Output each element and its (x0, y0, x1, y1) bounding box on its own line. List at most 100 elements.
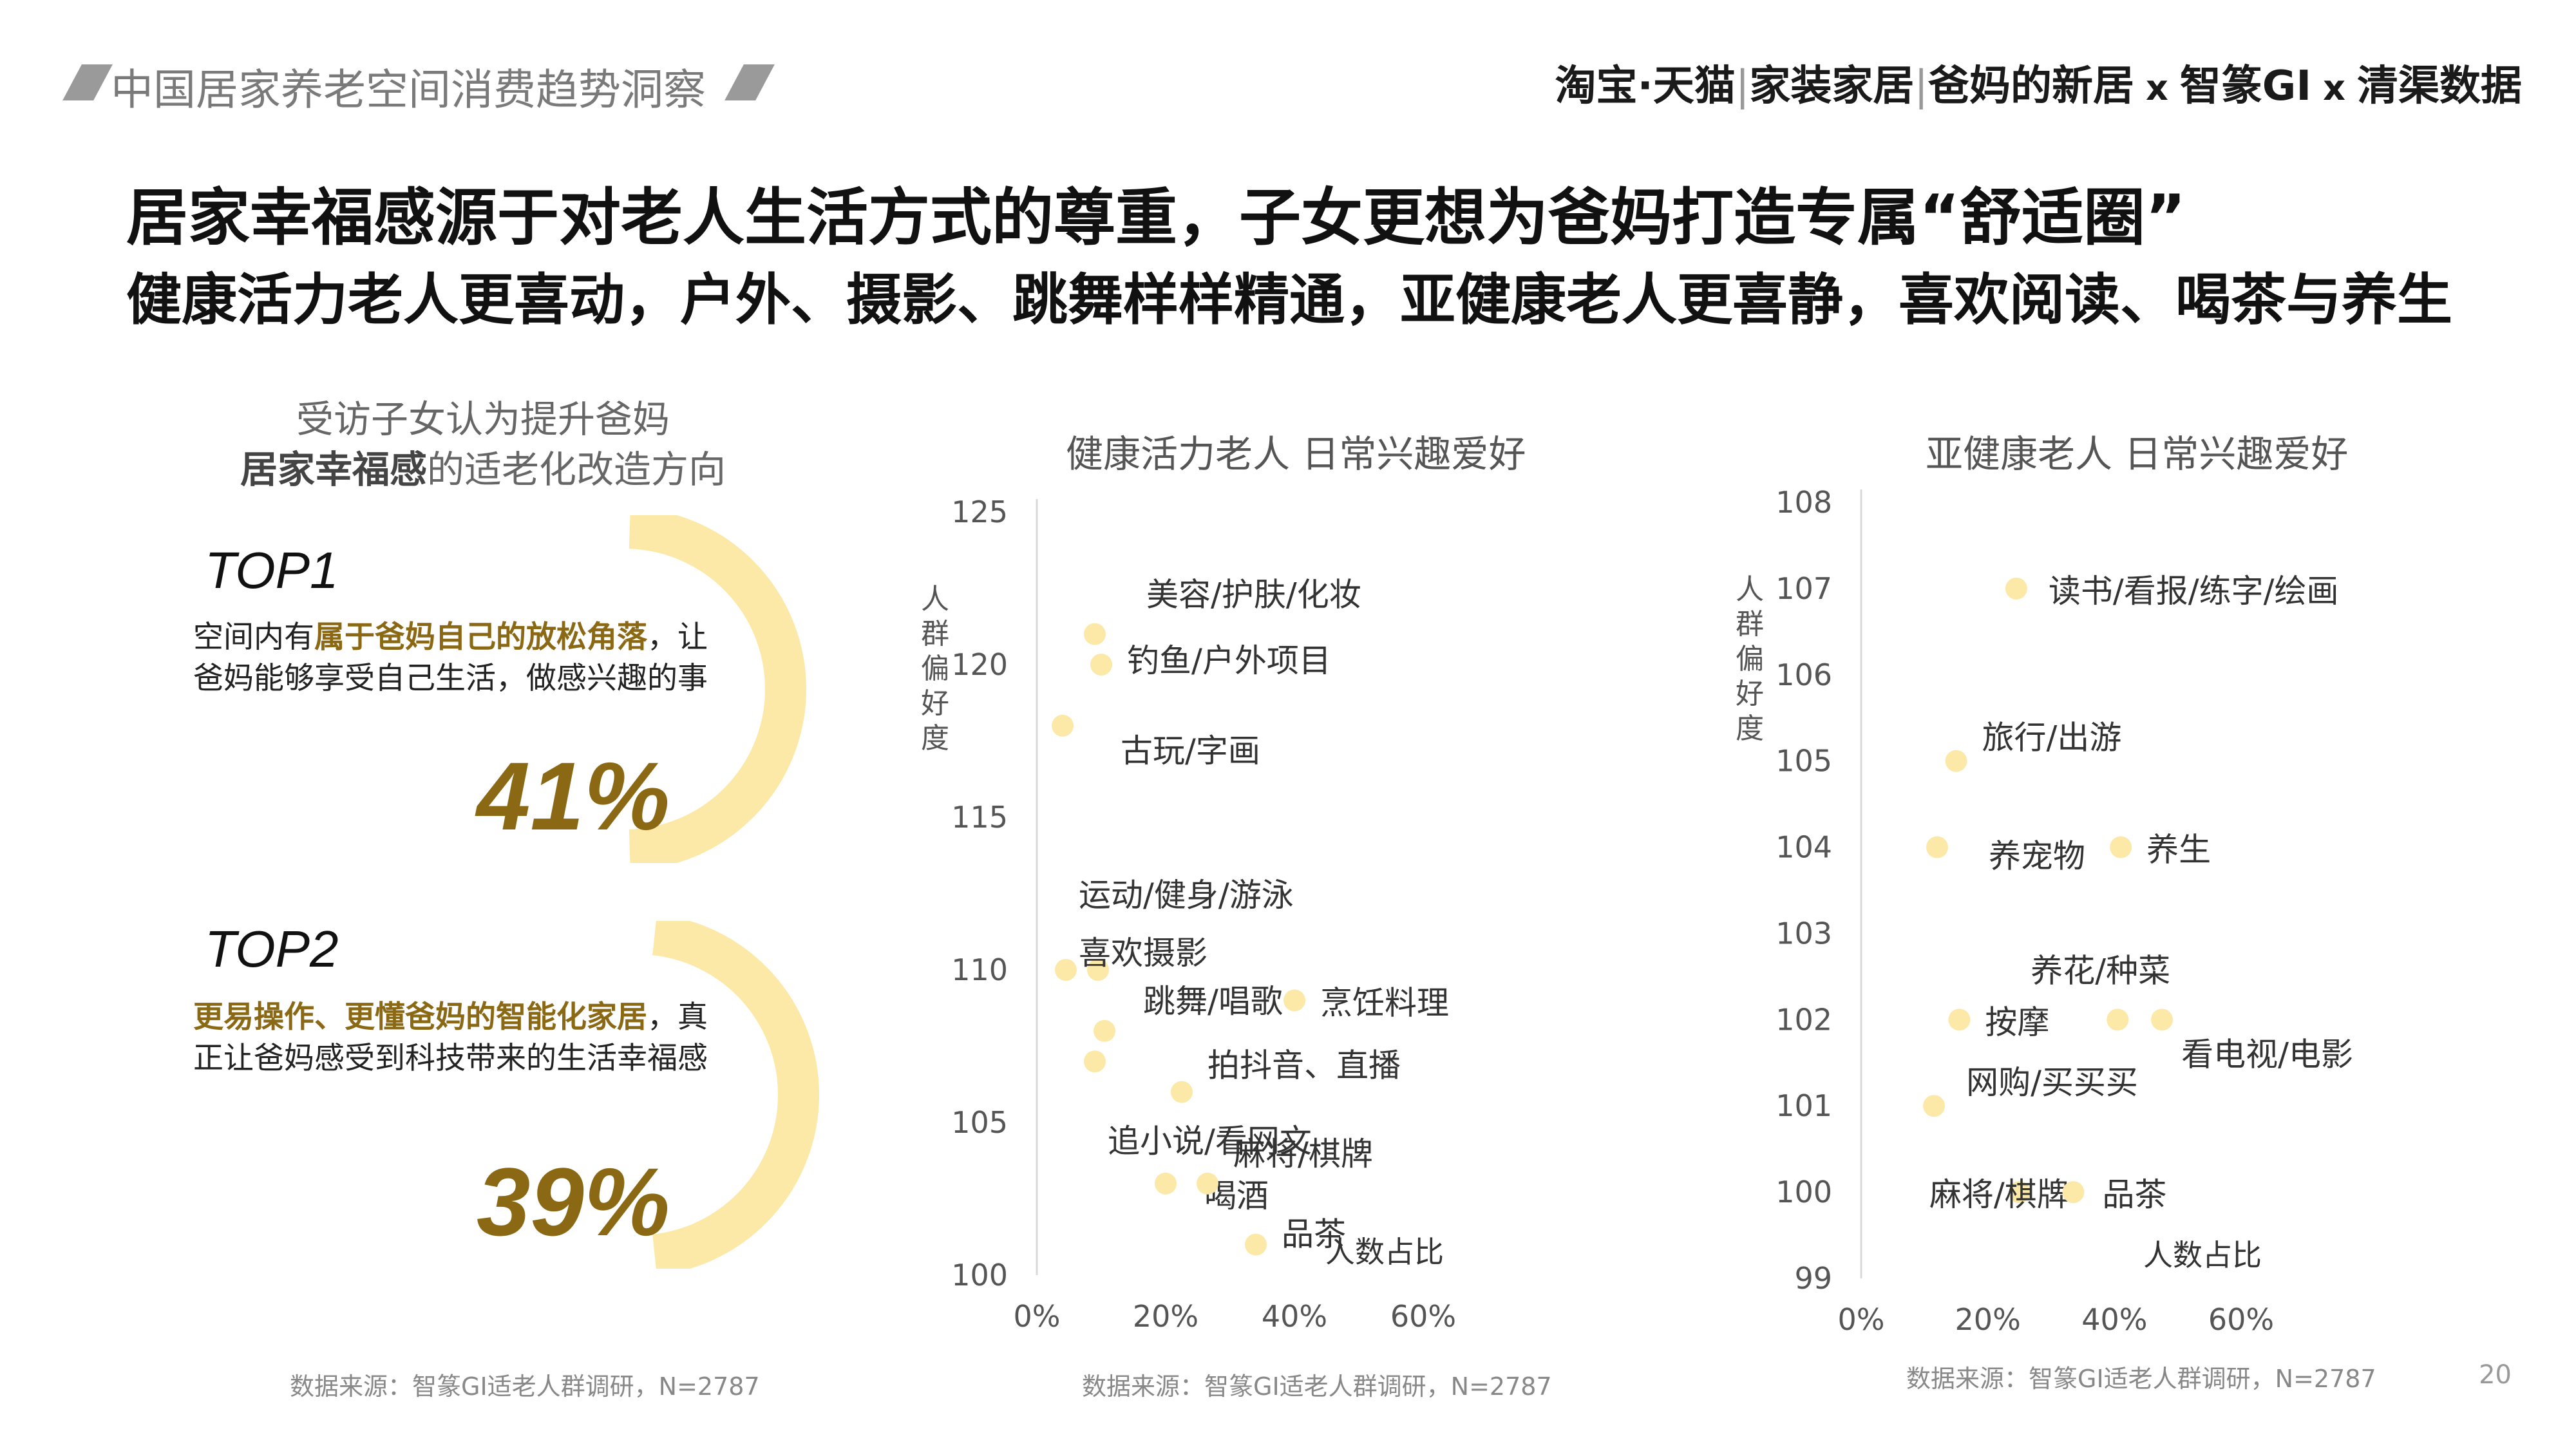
y-tick-label: 115 (951, 800, 1008, 835)
x-axis-label: 人数占比 (2143, 1238, 2262, 1273)
chart1-title: 健康活力老人 日常兴趣爱好 (1066, 432, 1526, 476)
data-point (1084, 1050, 1106, 1073)
y-tick-label: 101 (1776, 1088, 1832, 1123)
x-tick-label: 40% (2081, 1302, 2147, 1337)
x-tick-label: 60% (1390, 1299, 1456, 1334)
data-point (1945, 750, 1967, 772)
data-point (1245, 1233, 1267, 1256)
data-point (1197, 1172, 1218, 1195)
x-tick-label: 40% (1262, 1299, 1327, 1334)
data-point (2107, 1009, 2129, 1031)
x-tick-label: 60% (2208, 1302, 2274, 1337)
y-tick-label: 105 (1776, 744, 1832, 779)
data-point (1094, 1019, 1115, 1042)
data-label: 喜欢摄影 (1079, 934, 1208, 972)
data-label: 养花/种菜 (2031, 952, 2170, 989)
data-label: 读书/看报/练字/绘画 (2049, 573, 2339, 610)
top2-percentage: 39% (477, 1148, 670, 1256)
data-point (1052, 714, 1074, 737)
data-label: 养宠物 (1989, 838, 2085, 875)
left-source: 数据来源：智篆GI适老人群调研，N=2787 (290, 1372, 760, 1401)
data-label: 按摩 (1985, 1003, 2049, 1041)
brand-bar: 淘宝·天猫|家装家居|爸妈的新居 x 智篆GI x 清渠数据 (1555, 62, 2522, 110)
brand-cross-2: x (2323, 68, 2345, 108)
page-number: 20 (2479, 1360, 2512, 1390)
x-axis-label: 人数占比 (1325, 1235, 1444, 1269)
top2-label: TOP2 (205, 920, 339, 978)
left-caption: 受访子女认为提升爸妈 居家幸福感的适老化改造方向 (193, 394, 773, 495)
data-label: 追小说/看网文 (1108, 1122, 1312, 1160)
left-caption-rest: 的适老化改造方向 (427, 448, 726, 491)
data-point (2062, 1181, 2085, 1204)
brand-zhizhuan-gi: 智篆GI (2179, 62, 2312, 110)
top2-arc (652, 921, 819, 1269)
data-label: 麻将/棋牌 (1233, 1135, 1373, 1173)
y-tick-label: 99 (1794, 1261, 1832, 1296)
top1-highlight: 属于爸妈自己的放松角落 (314, 620, 647, 655)
data-label: 品茶 (2102, 1176, 2166, 1213)
brand-parents-new-home: 爸妈的新居 (1927, 62, 2134, 110)
data-point (1087, 959, 1109, 981)
brand-qingqu-data: 清渠数据 (2357, 62, 2522, 110)
chart2-source: 数据来源：智篆GI适老人群调研，N=2787 (1906, 1365, 2376, 1393)
left-caption-line1: 受访子女认为提升爸妈 (296, 397, 670, 441)
data-label: 跳舞/唱歌 (1143, 983, 1283, 1020)
left-caption-line2: 居家幸福感的适老化改造方向 (193, 444, 773, 495)
chart1-source: 数据来源：智篆GI适老人群调研，N=2787 (1082, 1372, 1552, 1401)
data-point (1090, 654, 1112, 676)
data-label: 品茶 (1282, 1216, 1346, 1253)
header-slash-right (724, 64, 775, 100)
y-tick-label: 105 (951, 1105, 1008, 1140)
y-axis-label: 人群偏好度 (1736, 573, 1764, 745)
data-label: 旅行/出游 (1982, 719, 2122, 757)
y-axis-label: 人群偏好度 (921, 583, 949, 755)
subheadline: 健康活力老人更喜动，户外、摄影、跳舞样样精通，亚健康老人更喜静，喜欢阅读、喝茶与… (126, 268, 2452, 332)
top1-label: TOP1 (205, 542, 339, 599)
top2-highlight: 更易操作、更懂爸妈的智能化家居 (193, 999, 647, 1035)
data-point (2110, 836, 2132, 858)
y-tick-label: 102 (1776, 1002, 1832, 1037)
data-point (2151, 1009, 2174, 1031)
brand-taobao-tmall: 淘宝·天猫 (1555, 62, 1736, 110)
y-tick-label: 125 (951, 495, 1008, 529)
top2-description: 更易操作、更懂爸妈的智能化家居，真正让爸妈感受到科技带来的生活幸福感 (193, 999, 708, 1076)
data-label: 美容/护肤/化妆 (1146, 576, 1361, 614)
y-tick-label: 100 (1776, 1175, 1832, 1209)
report-title: 中国居家养老空间消费趋势洞察 (111, 65, 706, 115)
top1-percentage: 41% (477, 742, 670, 850)
y-tick-label: 100 (951, 1258, 1008, 1293)
data-label: 古玩/字画 (1121, 732, 1260, 770)
data-label: 看电视/电影 (2181, 1036, 2353, 1073)
x-tick-label: 20% (1955, 1302, 2021, 1337)
chart2-title: 亚健康老人 日常兴趣爱好 (1926, 432, 2349, 476)
y-tick-label: 120 (951, 647, 1008, 682)
y-tick-label: 106 (1776, 658, 1832, 692)
top1-arc (629, 515, 806, 863)
data-label: 烹饪料理 (1320, 984, 1449, 1021)
y-tick-label: 107 (1776, 571, 1832, 606)
y-tick-label: 110 (951, 952, 1008, 987)
data-label: 网购/买买买 (1966, 1064, 2138, 1101)
data-point (1155, 1172, 1177, 1195)
x-tick-label: 0% (1014, 1299, 1061, 1334)
x-tick-label: 0% (1838, 1302, 1885, 1337)
brand-home-furnishing: 家装家居 (1749, 62, 1915, 110)
data-point (2005, 577, 2027, 600)
brand-cross-1: x (2145, 68, 2168, 108)
data-point (1084, 623, 1106, 645)
data-label: 运动/健身/游泳 (1079, 876, 1294, 914)
data-point (1926, 836, 1948, 858)
data-point (1283, 989, 1305, 1012)
top1-description: 空间内有属于爸妈自己的放松角落，让爸妈能够享受自己生活，做感兴趣的事 (193, 620, 708, 696)
y-tick-label: 103 (1776, 916, 1832, 951)
left-caption-bold: 居家幸福感 (240, 448, 427, 491)
chart2-scatter: 99 100 101 102 103 104 105 106 107 108 0% 20% 40% 60%… (1736, 485, 2353, 1337)
x-tick-label: 20% (1133, 1299, 1198, 1334)
data-point (1923, 1095, 1946, 1117)
y-tick-label: 108 (1776, 485, 1832, 520)
data-point (1171, 1081, 1193, 1103)
data-label: 养生 (2146, 831, 2211, 869)
headline: 居家幸福感源于对老人生活方式的尊重，子女更想为爸妈打造专属“舒适圈” (126, 182, 2186, 254)
